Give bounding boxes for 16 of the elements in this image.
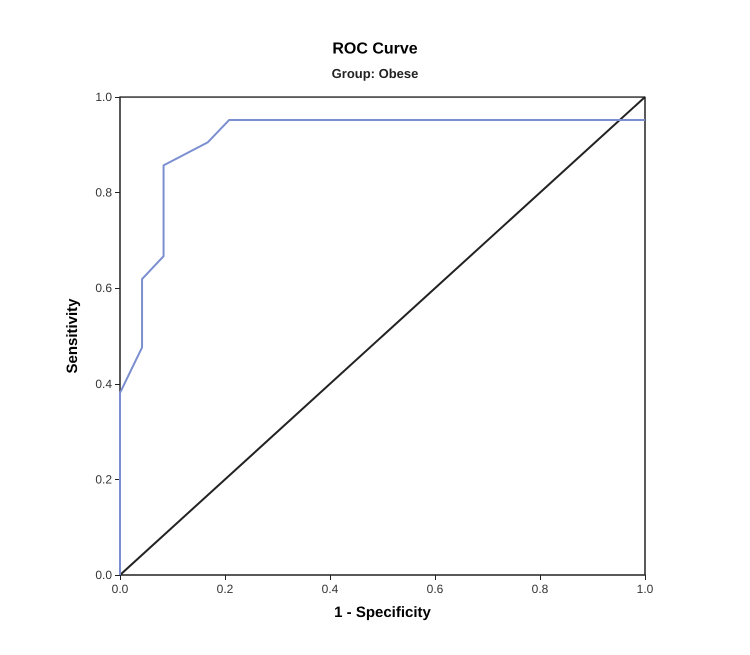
y-tick-label: 0.6 (95, 281, 112, 296)
y-axis-title: Sensitivity (64, 298, 81, 374)
x-tick-label: 1.0 (636, 582, 654, 596)
x-tick-label: 0.0 (112, 582, 129, 596)
chart-subtitle: Group: Obese (332, 66, 418, 81)
x-tick-label: 0.4 (322, 582, 339, 596)
y-tick-label: 0.4 (95, 376, 112, 391)
y-tick-label: 0.2 (95, 472, 112, 486)
y-tick-label: 0.8 (95, 186, 112, 200)
x-axis-title: 1 - Specificity (334, 604, 432, 621)
chart-title: ROC Curve (332, 40, 418, 58)
x-tick-label: 0.6 (426, 582, 444, 596)
x-tick-label: 0.2 (216, 582, 234, 596)
y-tick-label: 1.0 (95, 90, 112, 104)
x-tick-label: 0.8 (532, 582, 549, 596)
y-tick-label: 0.0 (95, 568, 112, 582)
